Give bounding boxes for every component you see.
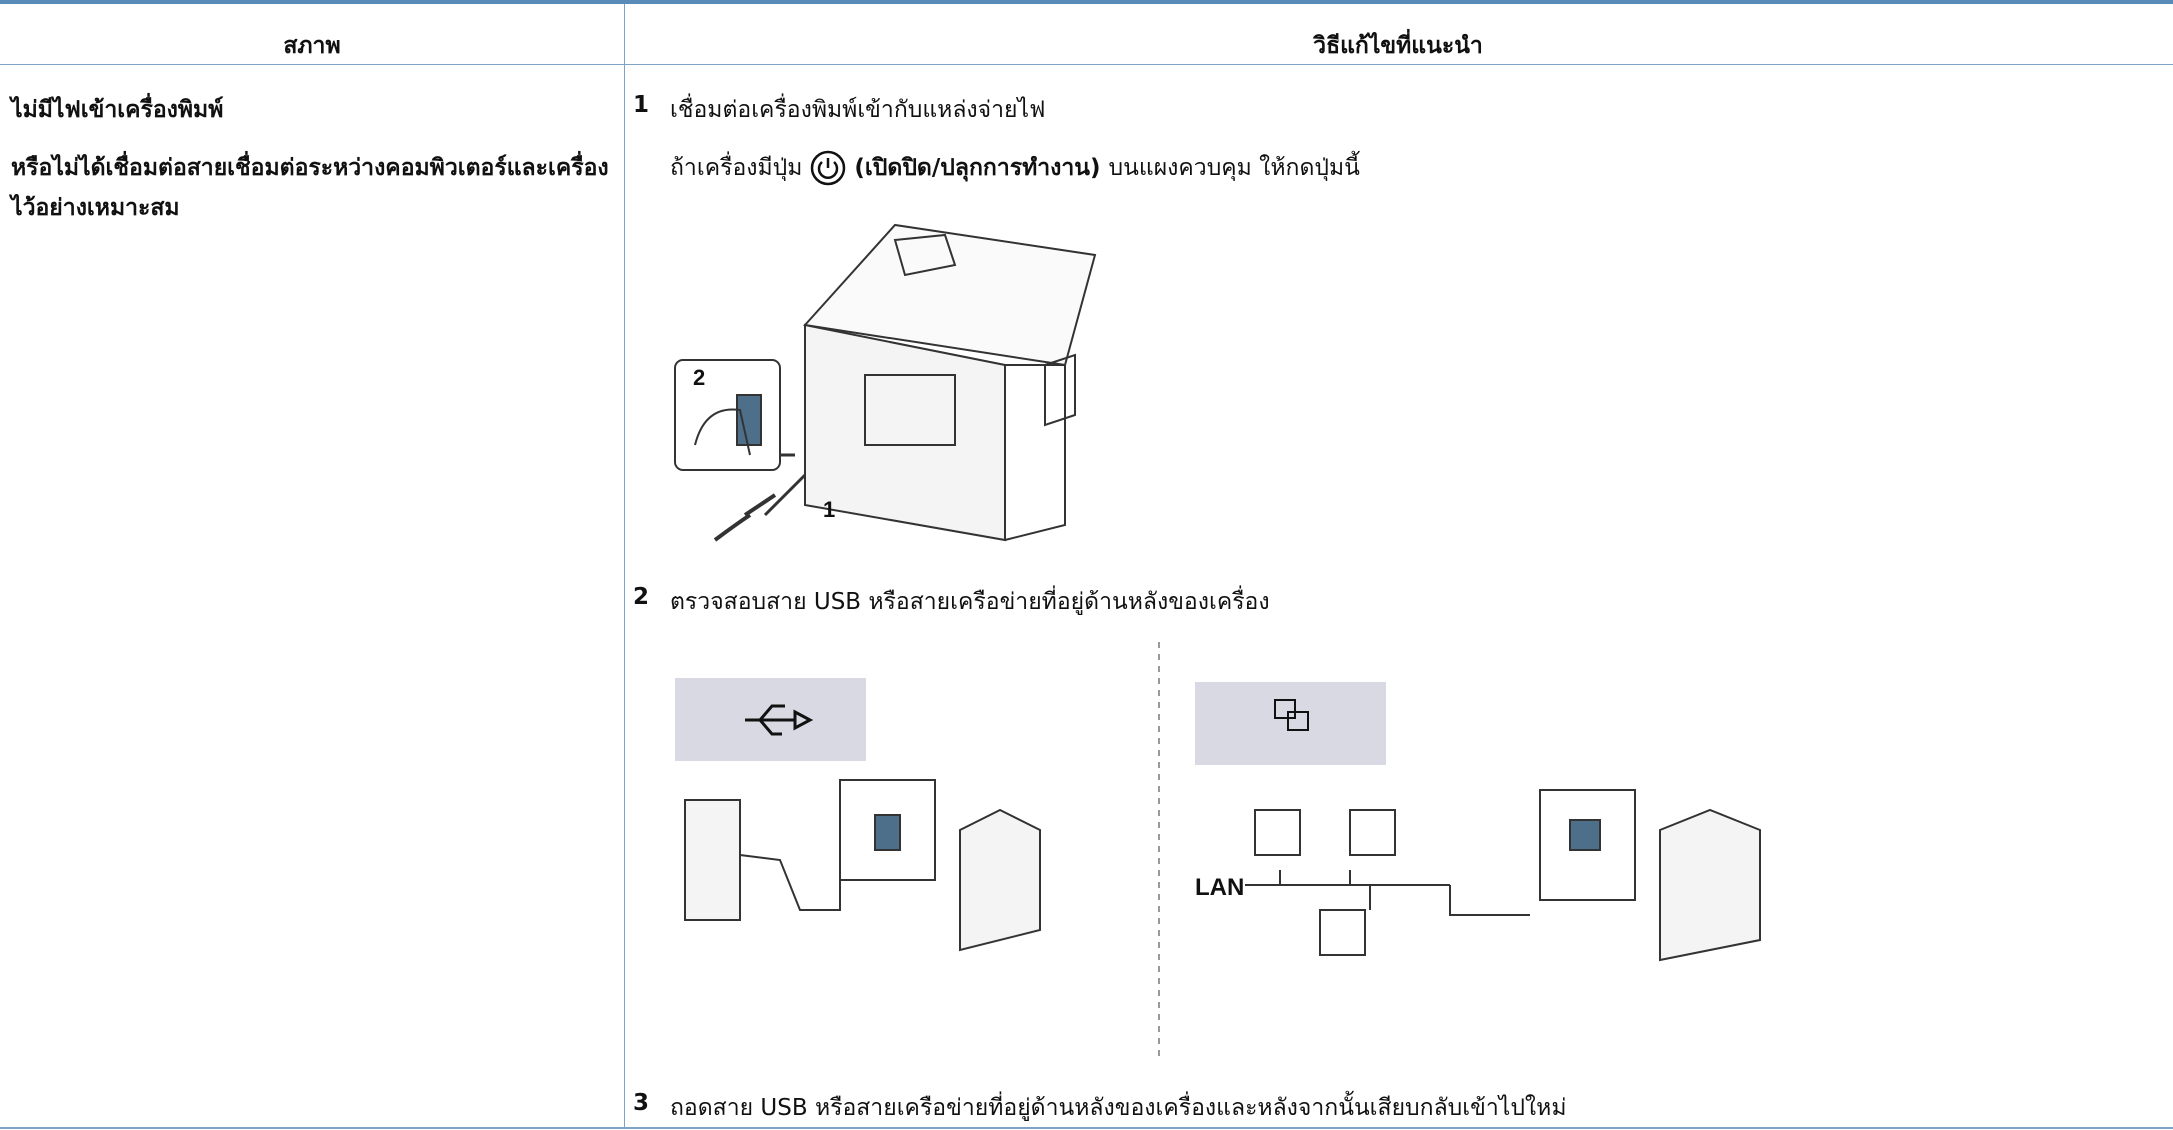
step-note: ถ้าเครื่องมีปุ่ม (เปิดปิด/ปลุกการทำงาน) …: [670, 150, 1360, 186]
step-text: เชื่อมต่อเครื่องพิมพ์เข้ากับแหล่งจ่ายไฟ: [670, 97, 1046, 123]
step-text: ถอดสาย USB หรือสายเครือข่ายที่อยู่ด้านหล…: [670, 1095, 1567, 1121]
top-rule: [0, 0, 2173, 4]
figure-label: 2: [693, 365, 705, 390]
bottom-rule: [0, 1127, 2173, 1129]
printer-illustration: 2 1: [674, 223, 1097, 542]
step-number: 2: [633, 584, 650, 610]
header-row: [0, 4, 2173, 65]
figure-label: LAN: [1195, 874, 1244, 901]
step-text: ตรวจสอบสาย USB หรือสายเครือข่ายที่อยู่ด้…: [670, 589, 1270, 615]
column-divider: [624, 4, 625, 1128]
note-text: บนแผงควบคุม ให้กดปุ่มนี้: [1108, 155, 1360, 181]
step-number: 3: [633, 1090, 650, 1116]
step-number: 1: [633, 92, 650, 118]
figure-label: 1: [823, 497, 835, 522]
connection-illustration: LAN: [675, 642, 1761, 1060]
power-icon: [811, 150, 846, 186]
condition-title: ไม่มีไฟเข้าเครื่องพิมพ์: [11, 97, 224, 123]
condition-detail: หรือไม่ได้เชื่อมต่อสายเชื่อมต่อระหว่างคอ…: [11, 155, 609, 221]
note-bold: (เปิดปิด/ปลุกการทำงาน): [854, 155, 1101, 181]
note-text: ถ้าเครื่องมีปุ่ม: [670, 155, 803, 181]
header-cell: วิธีแก้ไขที่แนะนำ: [1313, 33, 1483, 59]
header-cell: สภาพ: [283, 33, 341, 59]
